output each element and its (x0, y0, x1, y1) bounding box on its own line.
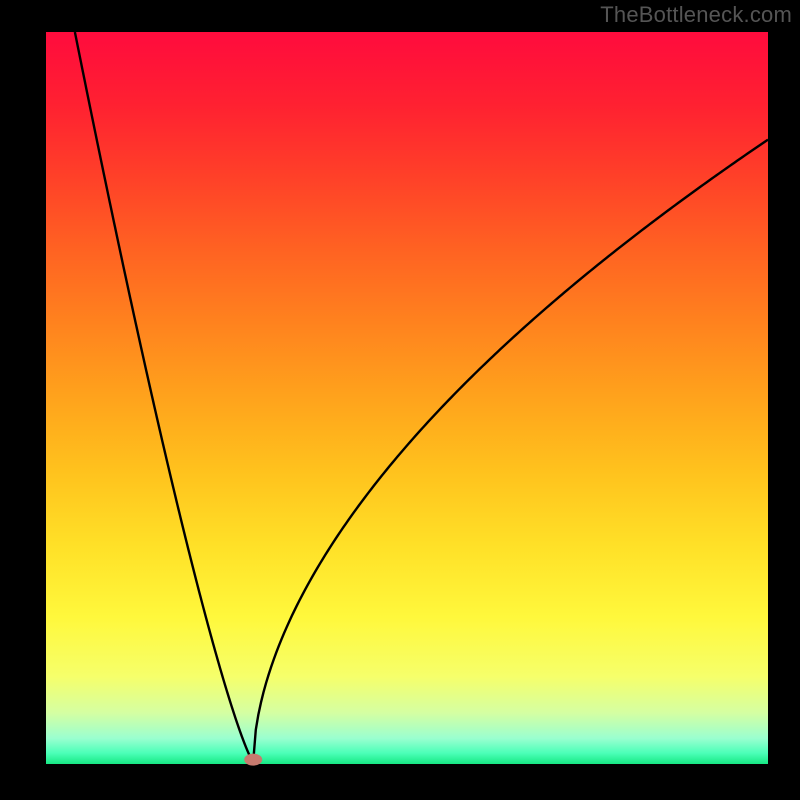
watermark-text: TheBottleneck.com (600, 2, 792, 28)
plot-background (46, 32, 768, 764)
minimum-marker (244, 754, 262, 766)
chart-svg (0, 0, 800, 800)
chart-container: TheBottleneck.com (0, 0, 800, 800)
